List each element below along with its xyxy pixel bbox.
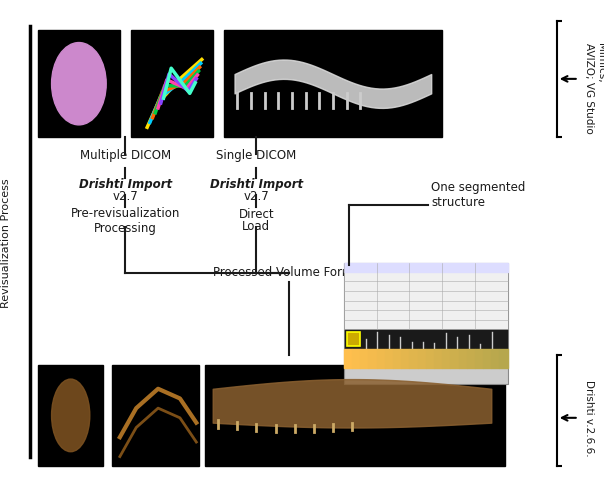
Bar (223, 31, 442, 137)
Bar (368, 349, 376, 368)
Text: Drishti v.2.6.6.: Drishti v.2.6.6. (584, 379, 594, 456)
Text: v2.7: v2.7 (243, 190, 269, 203)
Text: Processed Volume Format: Processed Volume Format (213, 266, 365, 279)
Text: Multiple DICOM: Multiple DICOM (80, 149, 171, 162)
Bar (347, 332, 360, 346)
Bar (344, 263, 508, 384)
Bar (38, 365, 103, 466)
Ellipse shape (51, 42, 106, 125)
Bar (344, 263, 508, 272)
Text: v2.7: v2.7 (112, 190, 138, 203)
Text: Single DICOM: Single DICOM (216, 149, 297, 162)
Bar (500, 349, 508, 368)
Bar (112, 365, 199, 466)
Bar (483, 349, 491, 368)
Bar (442, 349, 451, 368)
Bar (426, 349, 434, 368)
Bar (491, 349, 500, 368)
Bar (344, 349, 508, 368)
Text: Load: Load (242, 220, 271, 233)
Bar (475, 349, 483, 368)
Bar (458, 349, 467, 368)
Bar (344, 329, 508, 349)
Bar (360, 349, 368, 368)
Bar (344, 349, 352, 368)
Text: Direct: Direct (239, 208, 274, 221)
Bar (410, 349, 417, 368)
Bar (434, 349, 442, 368)
Text: Drishti Import: Drishti Import (210, 178, 303, 191)
Text: Pre-revisualization
Processing: Pre-revisualization Processing (71, 207, 180, 235)
Bar (451, 349, 458, 368)
Text: One segmented
structure: One segmented structure (431, 181, 525, 209)
Bar (344, 263, 508, 329)
Bar (38, 31, 120, 137)
Bar (417, 349, 426, 368)
Text: Revisualization Process: Revisualization Process (1, 179, 11, 308)
Bar (401, 349, 410, 368)
Bar (385, 349, 393, 368)
Bar (376, 349, 385, 368)
Bar (352, 349, 360, 368)
Ellipse shape (51, 379, 90, 452)
Bar (467, 349, 475, 368)
Bar (205, 365, 505, 466)
Text: Mimics;
AVIZO; VG Studio: Mimics; AVIZO; VG Studio (584, 43, 604, 134)
Bar (131, 31, 213, 137)
Text: Drishti Import: Drishti Import (79, 178, 172, 191)
Bar (393, 349, 401, 368)
